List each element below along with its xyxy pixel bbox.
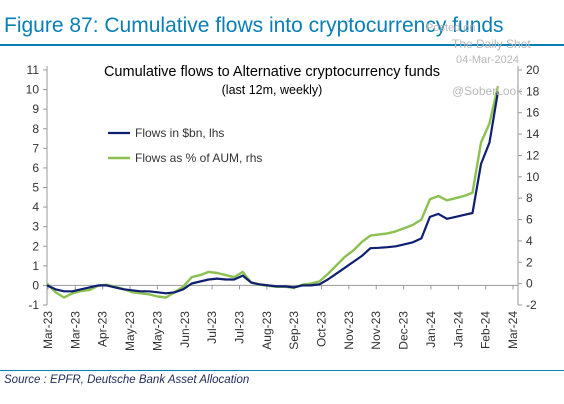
left-tick-label: 2 — [32, 239, 39, 253]
series-lines — [46, 85, 500, 299]
legend-label-flows-bn: Flows in $bn, lhs — [135, 126, 224, 140]
x-tick-label: Mar-24 — [506, 311, 520, 349]
chart-axes — [46, 66, 519, 305]
chart-title: Cumulative flows to Alternative cryptocu… — [104, 64, 440, 80]
legend-label-flows-pct: Flows as % of AUM, rhs — [135, 151, 262, 165]
source-rule — [0, 370, 564, 371]
x-tick-label: Jan-24 — [424, 311, 438, 348]
left-tick-label: 8 — [32, 122, 39, 136]
chart: Cumulative flows to Alternative cryptocu… — [26, 63, 540, 351]
x-axis-ticks: Mar-23 Mar-23 Apr-23 May-23 May-23 Jun-23 Jul-… — [41, 285, 520, 351]
right-tick-label: 16 — [526, 106, 540, 120]
left-tick-label: 3 — [32, 220, 39, 234]
left-tick-label: 4 — [32, 200, 39, 214]
source-note: Source : EPFR, Deutsche Bank Asset Alloc… — [4, 374, 250, 386]
x-tick-label: Mar-23 — [68, 311, 82, 349]
x-tick-label: Jul-23 — [205, 311, 219, 344]
x-tick-label: Nov-23 — [342, 311, 356, 350]
left-tick-label: 9 — [32, 102, 39, 116]
right-axis-ticks: -2 0 2 4 6 8 10 12 14 16 18 20 — [518, 63, 540, 312]
watermark-posted: Posted on — [426, 22, 476, 34]
x-tick-label: Dec-23 — [397, 311, 411, 350]
left-tick-label: 5 — [32, 181, 39, 195]
x-tick-label: May-23 — [150, 311, 164, 351]
chart-subtitle: (last 12m, weekly) — [222, 83, 323, 97]
x-tick-label: Jun-23 — [178, 311, 192, 348]
watermark-site: The Daily Shot — [452, 37, 531, 51]
x-tick-label: Sep-23 — [287, 311, 301, 350]
left-tick-label: 11 — [27, 63, 40, 77]
x-tick-label: Jul-23 — [232, 311, 246, 344]
right-tick-label: 2 — [526, 255, 533, 269]
x-tick-label: Apr-23 — [96, 311, 110, 347]
right-tick-label: 14 — [526, 127, 540, 141]
title-rule — [0, 44, 564, 46]
series-line-flows-pct — [46, 85, 500, 299]
watermark-date: 04-Mar-2024 — [456, 54, 519, 66]
watermark-handle: @SoberLook — [452, 84, 523, 98]
left-tick-label: 0 — [32, 278, 39, 292]
right-tick-label: -2 — [526, 298, 537, 312]
legend: Flows in $bn, lhs Flows as % of AUM, rhs — [108, 126, 262, 165]
right-tick-label: 12 — [526, 148, 540, 162]
right-tick-label: 10 — [526, 170, 540, 184]
left-tick-label: -1 — [28, 298, 39, 312]
left-tick-label: 1 — [32, 259, 39, 273]
right-tick-label: 6 — [526, 213, 533, 227]
x-tick-label: May-23 — [123, 311, 137, 351]
x-tick-label: Oct-23 — [315, 311, 329, 347]
left-tick-label: 10 — [26, 83, 40, 97]
right-tick-label: 8 — [526, 191, 533, 205]
left-tick-label: 7 — [32, 141, 39, 155]
x-tick-label: Aug-23 — [260, 311, 274, 350]
right-tick-label: 4 — [526, 234, 533, 248]
right-tick-label: 18 — [526, 84, 540, 98]
series-line-flows-bn — [46, 91, 500, 295]
x-tick-label: Jan-24 — [451, 311, 465, 348]
right-tick-label: 0 — [526, 277, 533, 291]
x-tick-label: Nov-23 — [369, 311, 383, 350]
left-axis-ticks: -1 0 1 2 3 4 5 6 7 8 9 10 11 — [26, 63, 47, 312]
x-tick-label: Mar-23 — [41, 311, 55, 349]
figure-title: Figure 87: Cumulative flows into cryptoc… — [4, 14, 504, 37]
x-tick-label: Feb-24 — [479, 311, 493, 349]
right-tick-label: 20 — [526, 63, 540, 77]
left-tick-label: 6 — [32, 161, 39, 175]
